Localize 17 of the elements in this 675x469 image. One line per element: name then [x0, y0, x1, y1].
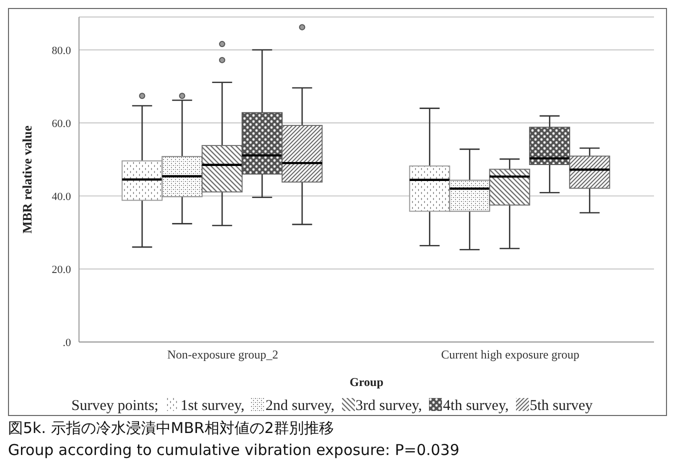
text: Group according to cumulative vibration exposure: P=0.039 — [8, 441, 460, 459]
y-tick-label: 20.0 — [52, 264, 72, 276]
x-axis-title: Group — [350, 375, 384, 389]
x-tick-label: Non-exposure group_2 — [167, 348, 278, 362]
y-axis-title: MBR relative value — [20, 125, 35, 234]
legend-label: 1st survey, — [179, 398, 244, 414]
legend-label: 5th survey — [528, 398, 593, 414]
legend-title: Survey points; — [71, 398, 158, 414]
y-tick-label: .0 — [62, 336, 72, 349]
y-tick-label: 80.0 — [52, 44, 72, 57]
legend-label: 2nd survey, — [264, 398, 335, 414]
y-tick-label: 40.0 — [52, 190, 72, 203]
y-tick-label: 60.0 — [52, 118, 72, 130]
x-tick-label: Current high exposure group — [441, 348, 580, 362]
text: 図5k. 示指の冷水浸漬中MBR相対値の2群別推移 — [8, 419, 335, 438]
legend-label: 4th survey, — [442, 398, 509, 414]
legend-label: 3rd survey, — [354, 398, 422, 414]
